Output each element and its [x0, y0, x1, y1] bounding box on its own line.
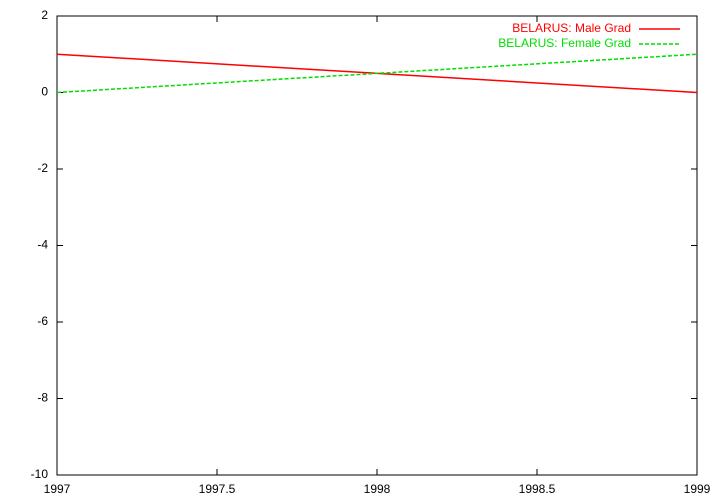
plot-frame	[56, 15, 698, 476]
x-tick-label: 1999	[684, 482, 711, 496]
y-tick-label: -4	[37, 238, 48, 252]
legend-label: BELARUS: Male Grad	[512, 21, 631, 35]
legend-label: BELARUS: Female Grad	[498, 36, 631, 50]
x-tick-label: 1998	[364, 482, 391, 496]
data-line	[56, 53, 698, 94]
y-tick-label: 2	[41, 8, 48, 22]
y-tick-label: -6	[37, 314, 48, 328]
y-tick-label: -8	[37, 391, 48, 405]
y-tick-label: 0	[41, 85, 48, 99]
x-tick-label: 1998.5	[519, 482, 556, 496]
x-tick-label: 1997	[44, 482, 71, 496]
y-tick-label: -10	[31, 467, 49, 481]
x-tick-label: 1997.5	[199, 482, 236, 496]
y-tick-label: -2	[37, 161, 48, 175]
